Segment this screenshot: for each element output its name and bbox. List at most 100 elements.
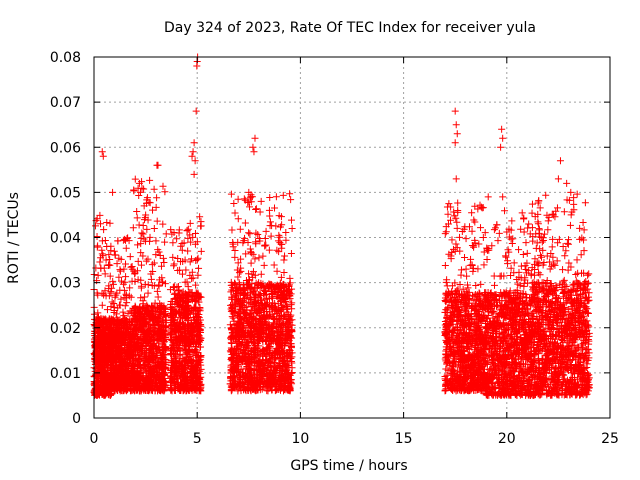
data-point [106,390,114,398]
data-point [122,273,130,281]
data-point [161,238,169,246]
data-point [117,347,125,355]
data-point [108,319,116,327]
data-point [123,351,131,359]
data-point [95,328,103,336]
data-point [117,295,125,303]
data-point [109,277,117,285]
data-point [135,221,143,229]
data-point [125,376,133,384]
data-point [146,237,154,245]
data-point [122,363,130,371]
data-point [97,220,105,228]
data-point [150,225,158,233]
data-point [111,251,119,259]
data-point [120,294,128,302]
data-point [94,317,102,325]
data-point [92,332,100,340]
data-point [120,286,128,294]
data-point [100,355,108,363]
data-point [113,310,121,318]
data-point [146,176,154,184]
data-point [94,271,102,279]
data-point [114,316,122,324]
data-point [110,247,118,255]
data-point [156,251,164,259]
data-point [135,192,143,200]
data-point [159,254,167,262]
data-point [118,352,126,360]
data-point [123,320,131,328]
data-point [116,267,124,275]
data-point [91,339,99,347]
data-points [90,53,593,399]
data-point [140,235,148,243]
data-point [150,185,158,193]
data-point [106,219,114,227]
data-point [153,194,161,202]
data-point [103,306,111,314]
data-point [157,262,165,270]
data-point [97,254,105,262]
data-point [123,299,131,307]
data-point [98,333,106,341]
data-point [124,330,132,338]
data-point [113,260,121,268]
data-point [113,289,121,297]
data-point [102,256,110,264]
data-point [93,289,101,297]
data-point [109,280,117,288]
data-point [108,284,116,292]
data-point [93,232,101,240]
data-point [110,378,118,386]
data-point [100,291,108,299]
data-point [134,241,142,249]
data-point [103,218,111,226]
data-point [99,315,107,323]
data-point [96,316,104,324]
data-point [102,341,110,349]
data-point [124,234,132,242]
data-point [112,351,120,359]
data-point [115,385,123,393]
data-point [107,247,115,255]
data-point [110,344,118,352]
data-point [97,362,105,370]
data-point [111,361,119,369]
data-point [100,383,108,391]
data-point [153,287,161,295]
data-point [144,255,152,263]
data-point [107,391,115,399]
data-point [126,284,134,292]
data-point [161,188,169,196]
data-point [149,206,157,214]
data-point [159,182,167,190]
data-point [114,380,122,388]
data-point [117,377,125,385]
data-point [116,334,124,342]
data-point [95,391,103,399]
data-point [106,272,114,280]
data-point [161,280,169,288]
data-point [125,369,133,377]
data-point [117,277,125,285]
data-point [155,339,163,347]
data-point [112,370,120,378]
data-point [97,264,105,272]
data-point [122,375,130,383]
data-point [98,301,106,309]
data-point [108,298,116,306]
data-point [153,217,161,225]
data-point [121,316,129,324]
data-point [121,278,129,286]
data-point [98,328,106,336]
data-point [115,273,123,281]
data-point [125,334,133,342]
data-point [96,258,104,266]
data-point [119,370,127,378]
data-point [103,243,111,251]
data-point [126,253,134,261]
data-point [102,322,110,330]
data-point [123,386,131,394]
data-point [138,339,146,347]
